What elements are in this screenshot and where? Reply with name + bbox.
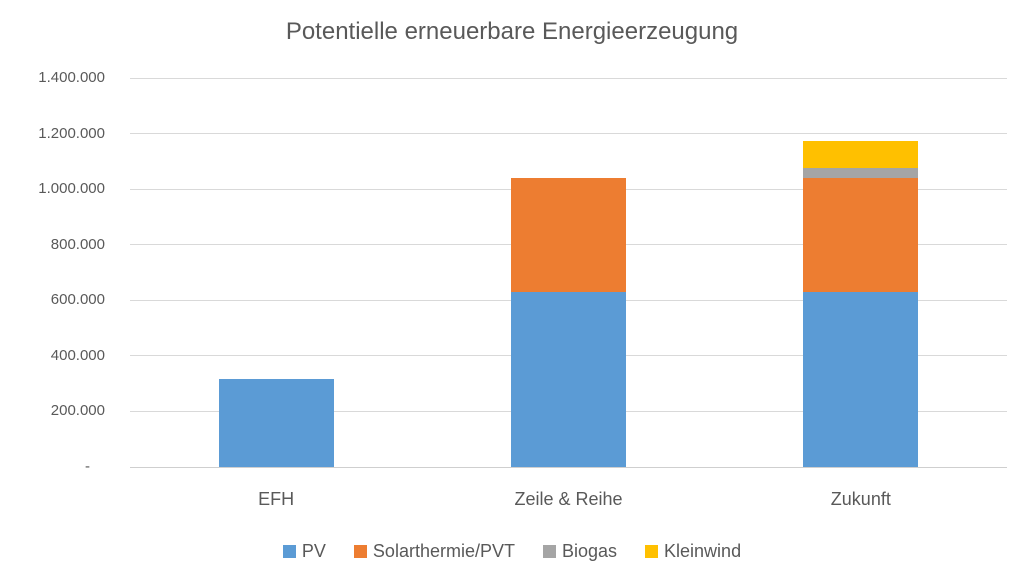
bar-segment-pv	[803, 291, 919, 467]
bar-segment-solarthermie-pvt	[511, 178, 626, 292]
legend-label: Solarthermie/PVT	[372, 541, 515, 561]
y-axis-tick-label: 800.000	[50, 235, 105, 253]
legend-label: PV	[301, 541, 326, 561]
y-axis-tick-label: 400.000	[50, 346, 105, 364]
legend: PV Solarthermie/PVT Biogas Kleinwind	[0, 541, 1024, 562]
gridline	[130, 466, 1007, 468]
x-axis-category-label: Zeile & Reihe	[514, 489, 623, 509]
y-axis-tick-label: -	[85, 458, 90, 475]
x-axis-category-label: EFH	[258, 489, 295, 509]
y-axis-tick-label: 1.400.000	[38, 69, 105, 86]
chart-title: Potentielle erneuerbare Energieerzeugung	[285, 18, 739, 45]
legend-swatch-icon	[645, 545, 659, 558]
gridline	[130, 77, 1007, 79]
bar-segment-solarthermie-pvt	[803, 178, 919, 292]
legend-label: Biogas	[561, 541, 618, 561]
gridline	[130, 133, 1007, 135]
legend-swatch-icon	[282, 545, 296, 558]
y-axis-tick-label: 1.000.000	[38, 180, 105, 198]
y-axis-tick-label: 1.200.000	[38, 124, 105, 142]
bar-segment-biogas	[803, 168, 919, 179]
legend-swatch-icon	[353, 545, 367, 558]
legend-item-pv: PV	[282, 541, 326, 562]
legend-item-solarthermie-pvt: Solarthermie/PVT	[353, 541, 515, 562]
plot-area	[130, 77, 1007, 468]
legend-item-kleinwind: Kleinwind	[645, 541, 741, 562]
legend-item-biogas: Biogas	[542, 541, 618, 562]
bar-segment-pv	[511, 291, 626, 467]
bar-segment-pv	[218, 378, 334, 467]
bar-segment-kleinwind	[803, 141, 919, 169]
legend-swatch-icon	[542, 545, 556, 558]
legend-label: Kleinwind	[664, 541, 742, 561]
y-axis-tick-label: 200.000	[50, 402, 105, 420]
y-axis-tick-label: 600.000	[50, 291, 105, 309]
x-axis-category-label: Zukunft	[830, 489, 891, 509]
